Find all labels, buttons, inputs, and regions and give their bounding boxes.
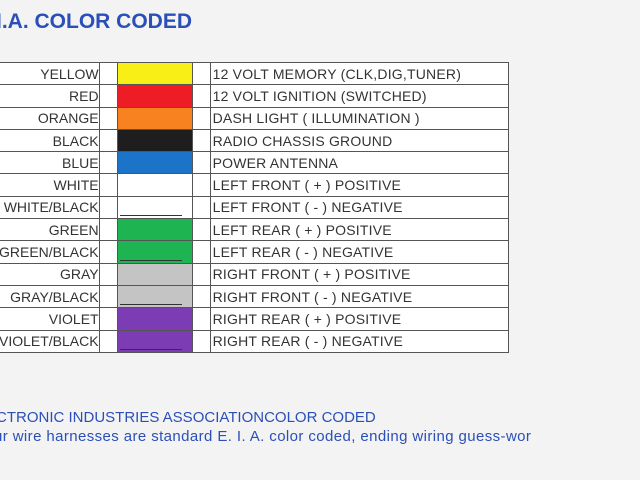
table-row: GREEN LEFT REAR ( + ) POSITIVE <box>0 218 509 242</box>
wire-name-cell: WHITE/BLACK <box>0 195 100 220</box>
wire-color-table: YELLOW 12 VOLT MEMORY (CLK,DIG,TUNER) RED 1… <box>0 61 509 353</box>
wire-name-cell: BLACK <box>0 128 100 153</box>
blank-cell <box>98 262 118 286</box>
blank-cell <box>98 218 118 242</box>
table-row: VIOLET/BLACK RIGHT REAR ( - ) NEGATIVE <box>0 329 509 353</box>
color-swatch <box>116 106 193 130</box>
wire-name: YELLOW <box>40 65 99 82</box>
blank-cell <box>191 128 211 153</box>
color-swatch <box>116 151 193 175</box>
black-stripe <box>119 259 182 261</box>
blank-cell <box>191 262 211 286</box>
color-swatch <box>116 307 193 331</box>
wire-name: WHITE <box>53 177 99 194</box>
black-stripe <box>119 215 182 217</box>
table-row: VIOLET RIGHT REAR ( + ) POSITIVE <box>0 307 509 331</box>
color-swatch <box>116 173 193 197</box>
table-row: RED 12 VOLT IGNITION (SWITCHED) <box>0 84 509 108</box>
blank-cell <box>191 151 211 175</box>
wire-function: LEFT REAR ( + ) POSITIVE <box>209 218 509 242</box>
wire-function: RIGHT REAR ( - ) NEGATIVE <box>209 329 509 353</box>
color-swatch <box>116 218 193 242</box>
blank-cell <box>191 84 211 108</box>
wire-name-cell: GREEN <box>0 218 100 242</box>
blank-cell <box>191 61 211 86</box>
wire-name: RED <box>69 87 99 104</box>
table-row: YELLOW 12 VOLT MEMORY (CLK,DIG,TUNER) <box>0 61 509 86</box>
wire-function: DASH LIGHT ( ILLUMINATION ) <box>209 106 509 130</box>
blank-cell <box>191 240 211 264</box>
color-swatch <box>116 284 193 309</box>
wire-function: POWER ANTENNA <box>209 151 509 175</box>
blank-cell <box>98 61 118 86</box>
wire-function: RIGHT FRONT ( - ) NEGATIVE <box>209 284 509 309</box>
wire-name-cell: WHITE <box>0 173 100 197</box>
color-swatch <box>116 262 193 286</box>
wire-name: BLUE <box>62 154 99 171</box>
table-row: WHITE LEFT FRONT ( + ) POSITIVE <box>0 173 509 197</box>
blank-cell <box>98 151 118 175</box>
footer-text: ur wire harnesses are standard E. I. A. … <box>0 428 532 445</box>
black-stripe <box>119 348 182 350</box>
wire-function: LEFT FRONT ( - ) NEGATIVE <box>209 195 509 220</box>
wire-name: WHITE/BLACK <box>3 199 99 216</box>
wire-name: GREEN/BLACK <box>0 244 99 261</box>
table-row: GREEN/BLACK LEFT REAR ( - ) NEGATIVE <box>0 240 509 264</box>
wire-name-cell: GRAY <box>0 262 100 286</box>
black-stripe <box>119 304 182 306</box>
blank-cell <box>98 307 118 331</box>
wire-name: GRAY <box>59 266 99 283</box>
blank-cell <box>98 173 118 197</box>
wire-function: 12 VOLT MEMORY (CLK,DIG,TUNER) <box>209 61 509 86</box>
blank-cell <box>98 84 118 108</box>
color-swatch <box>116 329 193 353</box>
table-row: WHITE/BLACK LEFT FRONT ( - ) NEGATIVE <box>0 195 509 220</box>
wire-function: RADIO CHASSIS GROUND <box>209 128 509 153</box>
blank-cell <box>98 128 118 153</box>
blank-cell <box>98 284 118 309</box>
wire-name-cell: ORANGE <box>0 106 100 130</box>
wire-function: RIGHT REAR ( + ) POSITIVE <box>209 307 509 331</box>
wire-name-cell: RED <box>0 84 100 108</box>
table-row: ORANGE DASH LIGHT ( ILLUMINATION ) <box>0 106 509 130</box>
wire-name-cell: YELLOW <box>0 61 100 86</box>
wire-function: LEFT FRONT ( + ) POSITIVE <box>209 173 509 197</box>
blank-cell <box>191 195 211 220</box>
color-swatch <box>116 128 193 153</box>
color-swatch <box>116 84 193 108</box>
wire-name: VIOLET/BLACK <box>0 333 99 350</box>
table-row: GRAY RIGHT FRONT ( + ) POSITIVE <box>0 262 509 286</box>
blank-cell <box>191 307 211 331</box>
blank-cell <box>98 106 118 130</box>
blank-cell <box>191 329 211 353</box>
blank-cell <box>98 240 118 264</box>
table-row: BLACK RADIO CHASSIS GROUND <box>0 128 509 153</box>
wire-function: RIGHT FRONT ( + ) POSITIVE <box>209 262 509 286</box>
wire-name: GREEN <box>48 221 99 238</box>
blank-cell <box>191 284 211 309</box>
color-swatch <box>116 240 193 264</box>
blank-cell <box>98 195 118 220</box>
wire-function: 12 VOLT IGNITION (SWITCHED) <box>209 84 509 108</box>
blank-cell <box>191 106 211 130</box>
wire-name-cell: VIOLET <box>0 307 100 331</box>
wire-name-cell: GREEN/BLACK <box>0 240 100 264</box>
wire-name: ORANGE <box>37 110 99 127</box>
wire-name: GRAY/BLACK <box>10 288 99 305</box>
color-swatch <box>116 195 193 220</box>
footer-heading: CTRONIC INDUSTRIES ASSOCIATIONCOLOR CODE… <box>0 409 376 426</box>
wire-function: LEFT REAR ( - ) NEGATIVE <box>209 240 509 264</box>
wire-name: BLACK <box>52 132 99 149</box>
wire-name-cell: BLUE <box>0 151 100 175</box>
table-row: BLUE POWER ANTENNA <box>0 151 509 175</box>
wire-name: VIOLET <box>48 310 99 327</box>
blank-cell <box>98 329 118 353</box>
page-title: I.A. COLOR CODED <box>0 10 193 33</box>
wire-name-cell: GRAY/BLACK <box>0 284 100 309</box>
color-swatch <box>116 61 193 86</box>
wire-name-cell: VIOLET/BLACK <box>0 329 100 353</box>
table-row: GRAY/BLACK RIGHT FRONT ( - ) NEGATIVE <box>0 284 509 309</box>
blank-cell <box>191 173 211 197</box>
blank-cell <box>191 218 211 242</box>
